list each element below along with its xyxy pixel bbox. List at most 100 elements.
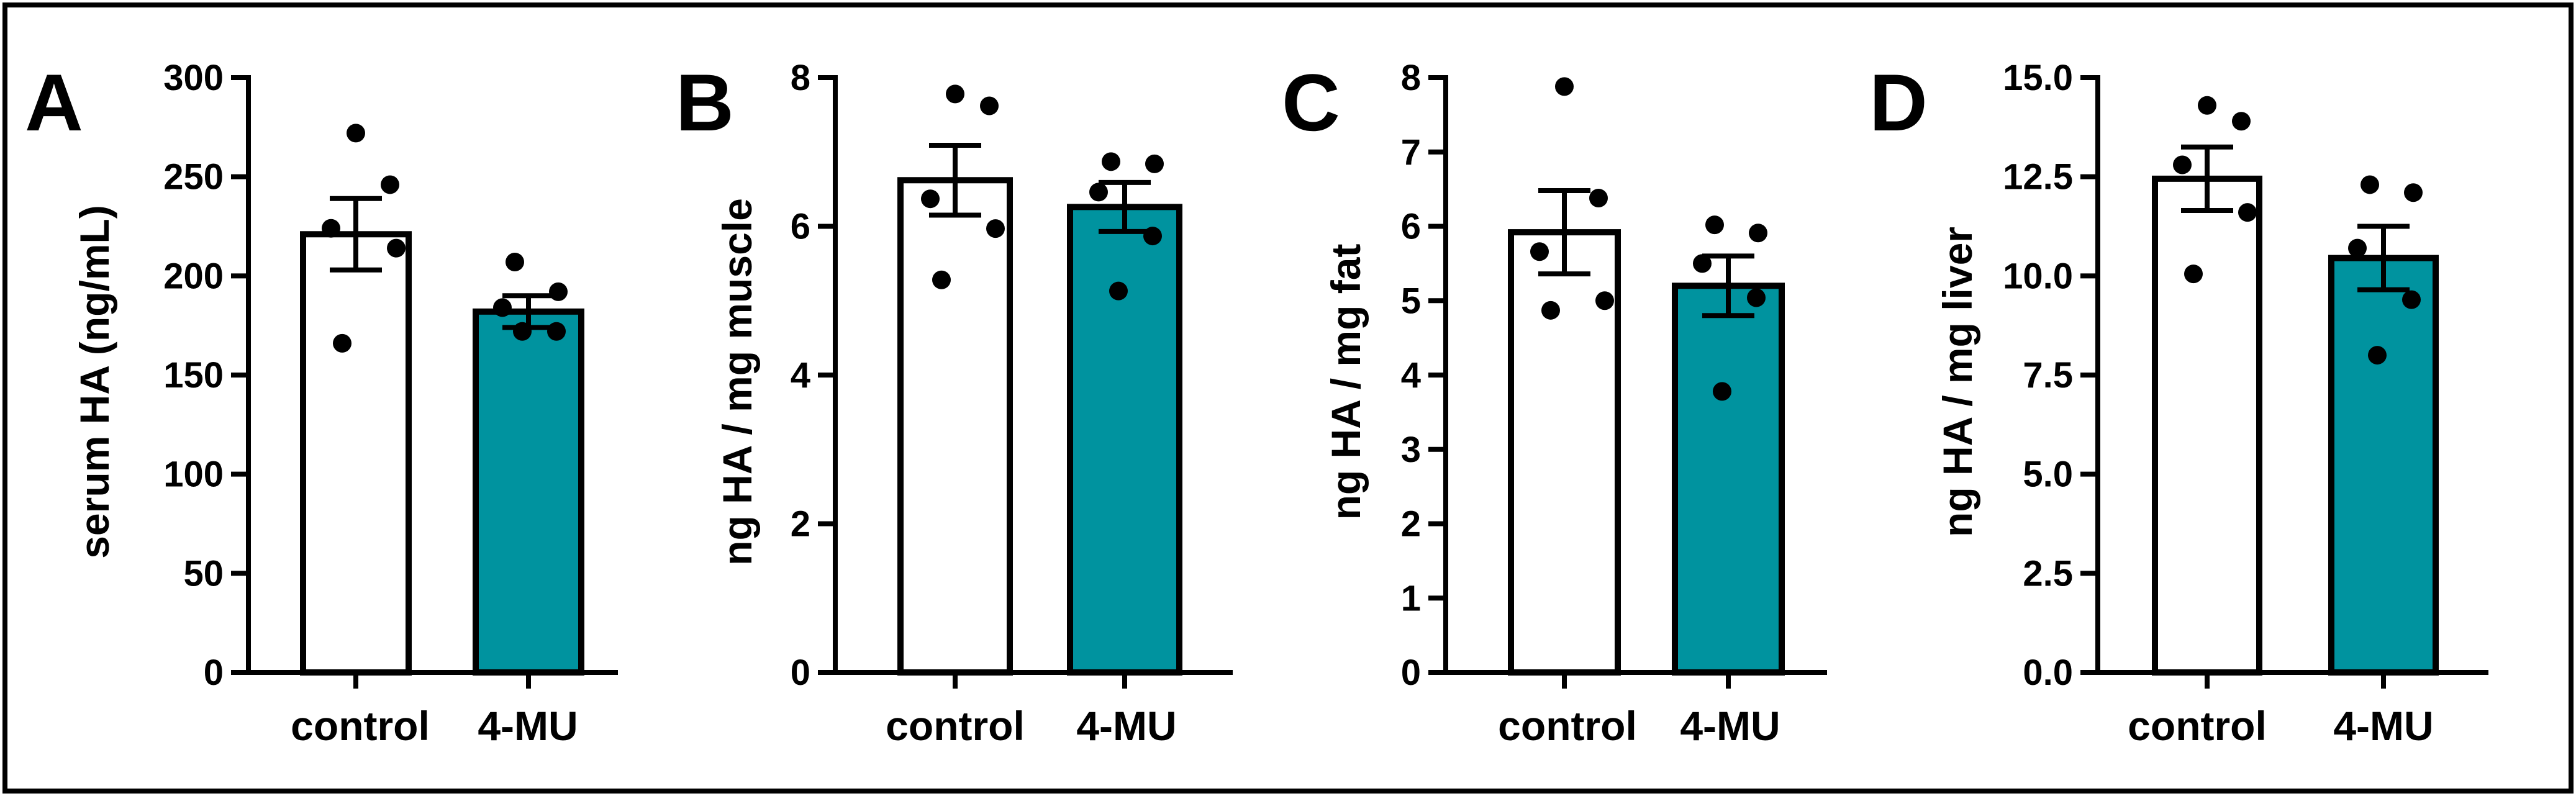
- y-tick-label: 250: [163, 157, 224, 197]
- y-tick-label: 4: [791, 355, 810, 396]
- plot-area: 0 2 4 6 8: [791, 58, 1233, 693]
- y-tick-label: 3: [1401, 430, 1421, 470]
- data-point: [1693, 254, 1712, 273]
- data-point: [1555, 77, 1574, 96]
- data-point: [1541, 301, 1560, 320]
- panel-letter: D: [1869, 57, 1928, 148]
- data-point: [1109, 281, 1128, 301]
- data-point: [932, 270, 951, 289]
- y-tick-label: 150: [163, 355, 224, 396]
- bar-4mu: [1067, 204, 1182, 676]
- y-tick-label: 2: [791, 504, 810, 545]
- data-point: [1747, 288, 1766, 307]
- bar-4mu: [1672, 283, 1785, 676]
- y-axis-label: ng HA / mg liver: [1934, 227, 1980, 537]
- data-point: [1145, 154, 1164, 173]
- data-point: [1749, 224, 1767, 243]
- y-tick-label: 12.5: [2003, 157, 2073, 197]
- data-point: [333, 333, 351, 353]
- y-axis-label: ng HA / mg muscle: [714, 198, 760, 566]
- data-point: [2198, 96, 2216, 115]
- plot-area: 0.0 2.5 5.0 7.5 10.0 12.5 15.0: [2003, 58, 2488, 693]
- data-point: [347, 124, 365, 143]
- data-point: [1595, 291, 1614, 310]
- panel-letter: B: [676, 57, 734, 148]
- bar-control: [2152, 175, 2262, 676]
- y-tick-label: 15.0: [2003, 58, 2073, 98]
- data-point: [387, 238, 406, 258]
- category-label-control: control: [886, 703, 1025, 749]
- category-label-4mu: 4-MU: [1680, 703, 1780, 749]
- data-point: [2173, 155, 2192, 174]
- panel-b: B ng HA / mg muscle 0 2 4 6 8 control 4-MU: [676, 57, 1233, 749]
- category-label-control: control: [1498, 703, 1637, 749]
- y-tick-label: 0: [1401, 653, 1421, 693]
- category-label-4mu: 4-MU: [1076, 703, 1176, 749]
- data-point: [1102, 152, 1120, 171]
- data-point: [2361, 175, 2379, 194]
- y-tick-label: 7: [1401, 132, 1421, 173]
- y-tick-label: 8: [791, 58, 810, 98]
- category-label-4mu: 4-MU: [2333, 703, 2433, 749]
- y-tick-label: 10.0: [2003, 256, 2073, 296]
- plot-area: 0 50 100 150 200 250 300: [163, 58, 618, 693]
- data-point: [549, 282, 568, 301]
- bar-4mu: [473, 308, 584, 676]
- data-point: [2348, 238, 2367, 258]
- y-tick-label: 200: [163, 256, 224, 296]
- data-point: [1530, 242, 1549, 261]
- y-tick-label: 0: [204, 653, 224, 693]
- y-tick-label: 0: [791, 653, 810, 693]
- data-point: [2402, 290, 2421, 309]
- data-point: [986, 219, 1005, 238]
- data-point: [322, 219, 340, 238]
- data-point: [921, 189, 940, 209]
- data-point: [493, 298, 512, 317]
- y-tick-label: 2.5: [2023, 553, 2073, 594]
- y-tick-label: 5.0: [2023, 455, 2073, 495]
- data-point: [1089, 183, 1108, 202]
- category-label-control: control: [291, 703, 430, 749]
- y-tick-label: 8: [1401, 58, 1421, 98]
- plot-area: 0 1 2 3 4 5 6 7 8: [1401, 58, 1827, 693]
- y-tick-label: 50: [183, 553, 224, 594]
- y-tick-label: 300: [163, 58, 224, 98]
- y-tick-label: 7.5: [2023, 355, 2073, 396]
- y-tick-label: 6: [791, 207, 810, 247]
- data-point: [1705, 215, 1724, 235]
- data-point: [1143, 227, 1162, 246]
- bar-control: [897, 177, 1013, 676]
- y-tick-label: 2: [1401, 504, 1421, 545]
- data-point: [980, 96, 999, 115]
- y-tick-label: 5: [1401, 281, 1421, 321]
- y-tick-label: 4: [1401, 355, 1421, 396]
- data-point: [1713, 382, 1731, 401]
- bar-4mu: [2328, 255, 2439, 676]
- panel-letter: C: [1282, 57, 1340, 148]
- data-point: [2368, 346, 2387, 365]
- data-point: [513, 322, 532, 341]
- data-point: [2232, 112, 2251, 131]
- panel-d: D ng HA / mg liver 0.0 2.5 5.0 7.5 10.0 12.5 1…: [1869, 57, 2488, 749]
- category-label-control: control: [2128, 703, 2267, 749]
- bar-control: [300, 231, 412, 676]
- panel-a: A serum HA (ng/mL) 0 50 100 150 200 250 300 co…: [25, 57, 618, 749]
- data-point: [547, 322, 566, 341]
- panel-c: C ng HA / mg fat 0 1 2 3 4 5 6 7 8 control 4-MU: [1282, 57, 1827, 749]
- y-tick-label: 6: [1401, 207, 1421, 247]
- y-axis-label: serum HA (ng/mL): [71, 205, 117, 559]
- data-point: [2404, 183, 2423, 202]
- y-tick-label: 100: [163, 455, 224, 495]
- data-point: [381, 175, 399, 194]
- data-point: [1589, 188, 1608, 207]
- data-point: [2184, 265, 2203, 284]
- data-point: [946, 84, 964, 104]
- y-axis-label: ng HA / mg fat: [1323, 244, 1369, 520]
- data-point: [2238, 203, 2257, 222]
- data-point: [506, 252, 524, 271]
- panel-letter: A: [25, 57, 83, 148]
- y-tick-label: 1: [1401, 578, 1421, 618]
- category-label-4mu: 4-MU: [478, 703, 578, 749]
